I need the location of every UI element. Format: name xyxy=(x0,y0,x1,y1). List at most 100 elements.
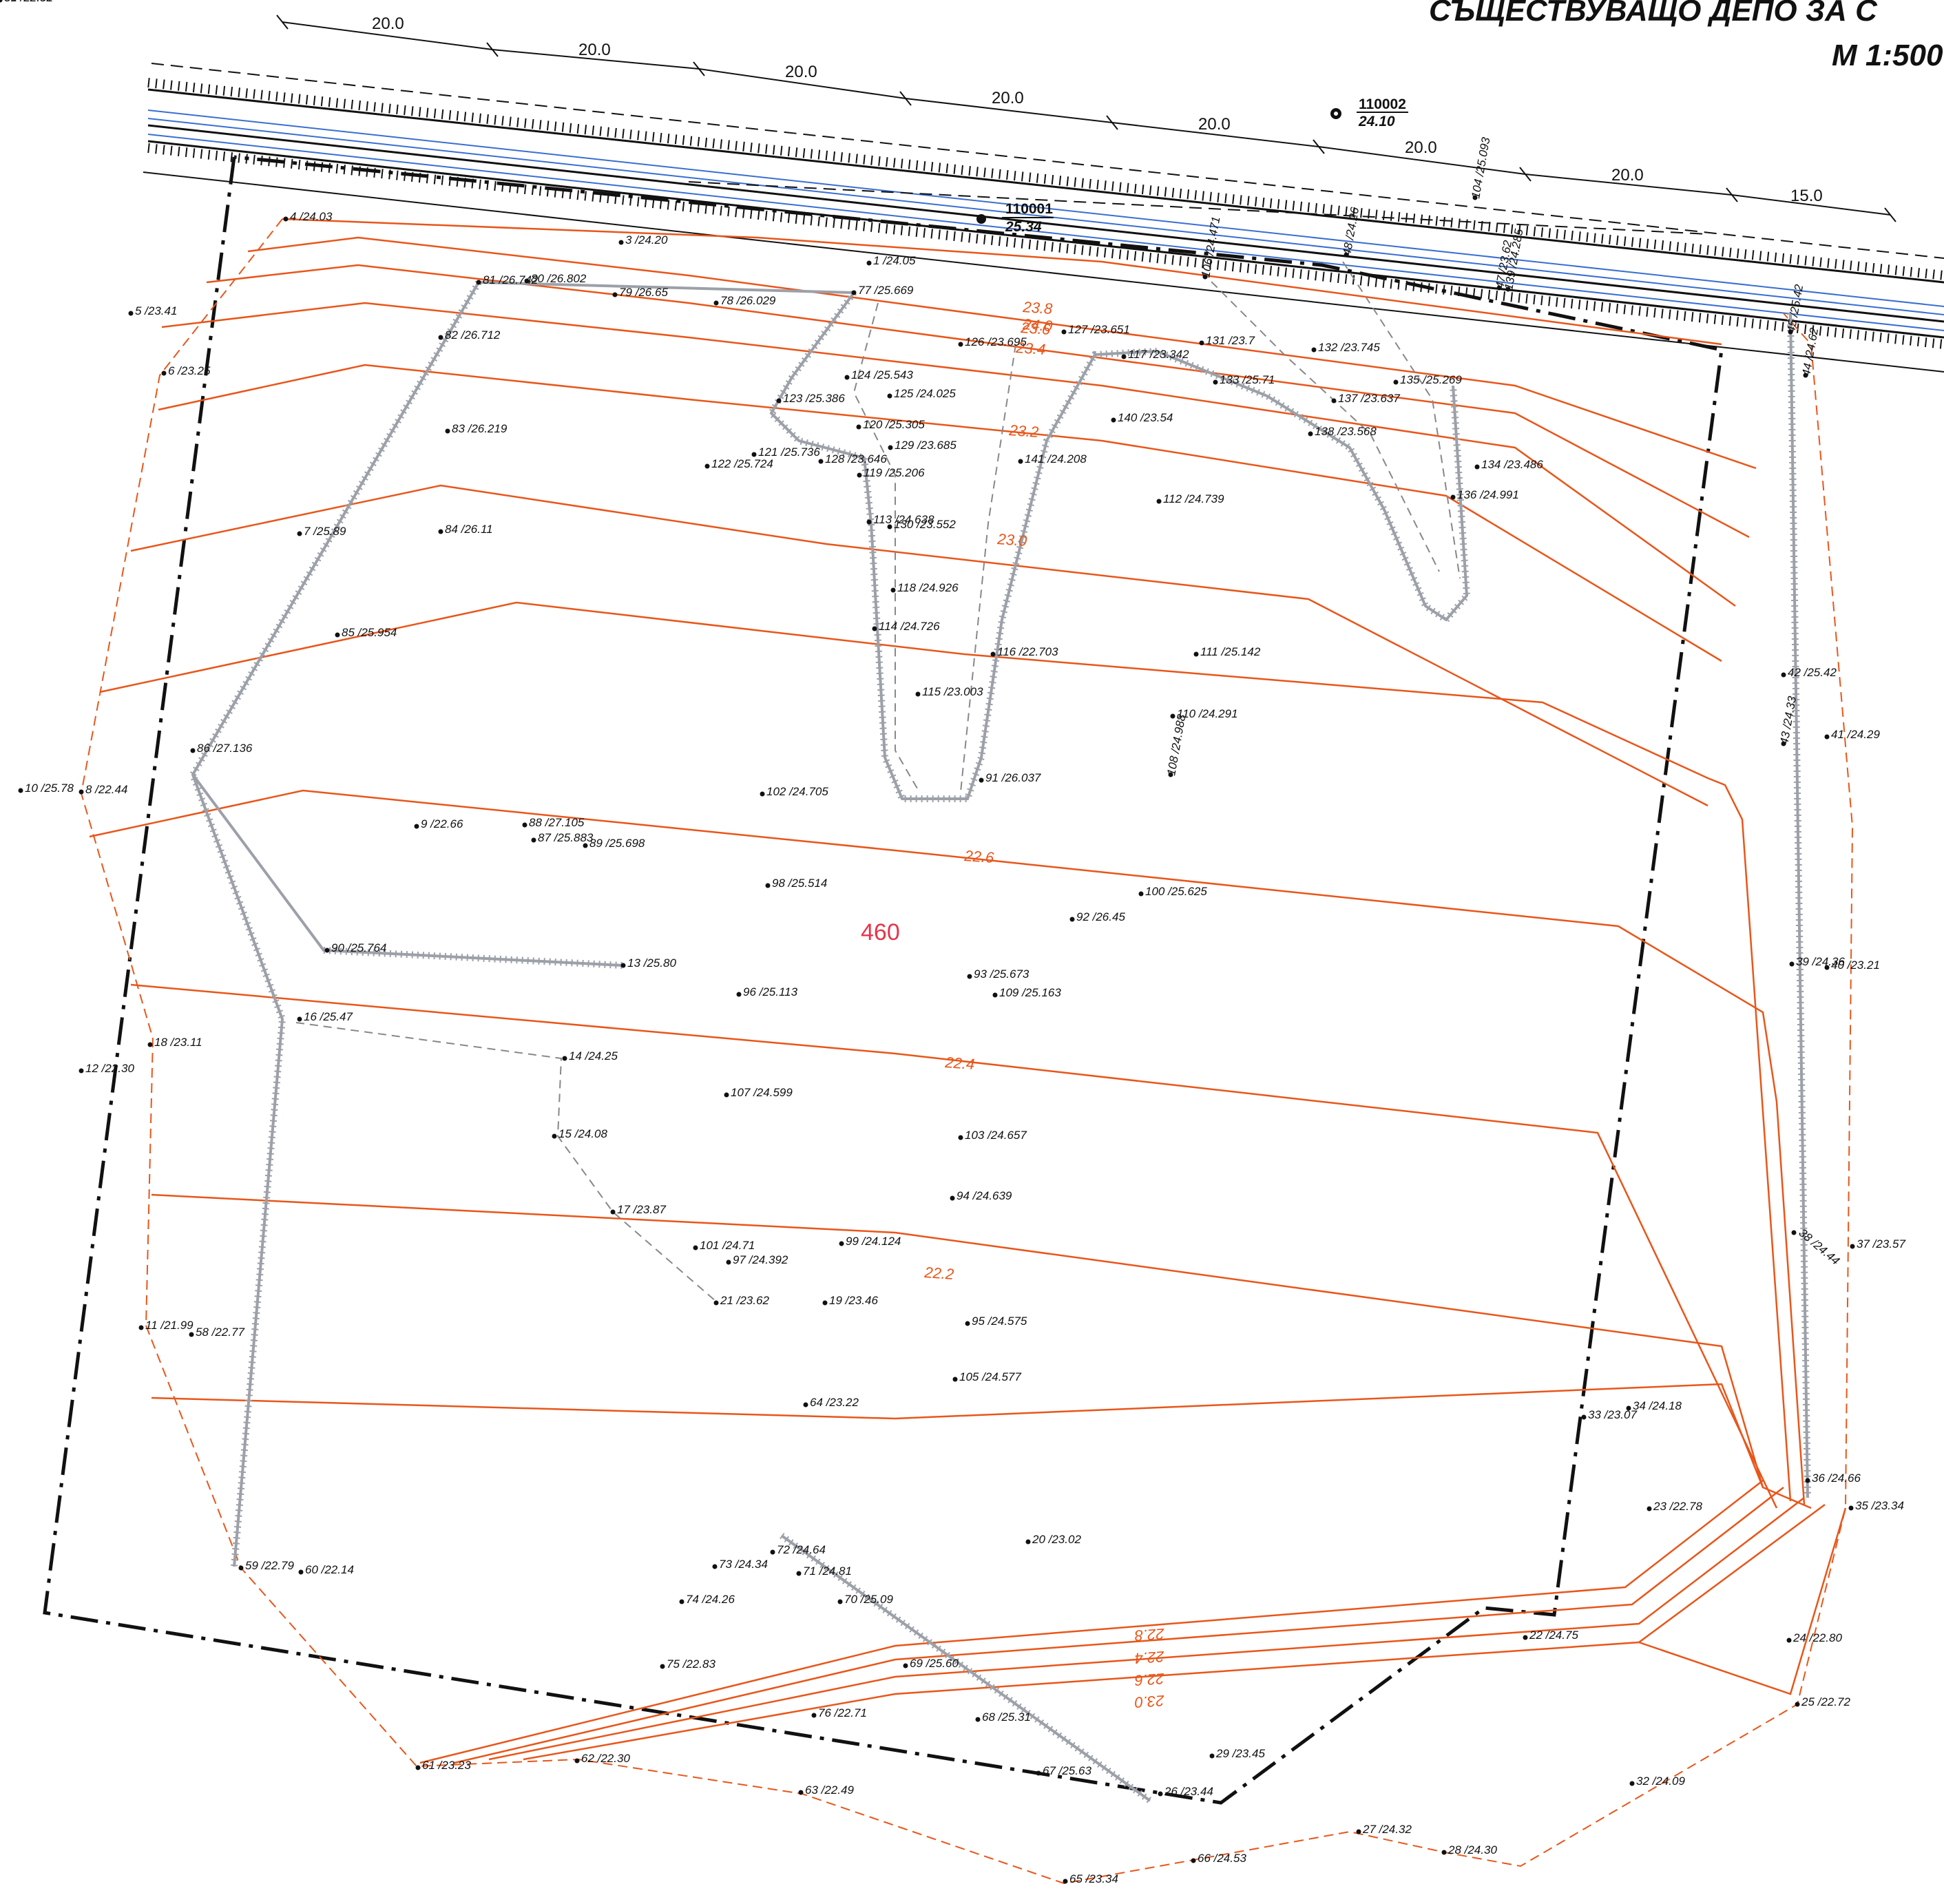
survey-point-dot xyxy=(1138,891,1144,897)
contour-label: 23.2 xyxy=(1008,421,1039,441)
contour-label: 22.6 xyxy=(1133,1670,1165,1689)
survey-point-dot xyxy=(574,1758,580,1764)
survey-point: 59 /22.79 xyxy=(238,1559,294,1572)
contour-labels: 24.0 23.8 23.6 23.4 23.2 23.0 22.6 22.4 … xyxy=(923,298,1166,1711)
survey-point-label: 9 /22.66 xyxy=(421,817,463,830)
survey-point: 73 /24.34 xyxy=(712,1558,768,1571)
survey-point: 102 /24.705 xyxy=(760,785,828,798)
survey-point-label: 94 /24.639 xyxy=(957,1189,1012,1202)
survey-point-dot xyxy=(1647,1506,1652,1511)
survey-point-dot xyxy=(18,788,23,793)
survey-point-label: 20 /23.02 xyxy=(1032,1533,1081,1546)
survey-point: 119 /25.206 xyxy=(857,466,925,479)
contour-label: 22.4 xyxy=(1134,1648,1165,1667)
survey-point: 85 /25.954 xyxy=(335,626,397,639)
survey-point: 83 /26.219 xyxy=(445,422,508,435)
survey-point: 18 /23.11 xyxy=(147,1036,202,1049)
survey-point-dot xyxy=(760,791,765,797)
survey-point: 101 /24.71 xyxy=(693,1239,755,1252)
survey-point: 7 /25.89 xyxy=(297,525,346,538)
survey-point-label: 22 /24.75 xyxy=(1529,1629,1578,1642)
survey-point-label: 86 /27.136 xyxy=(197,742,253,755)
survey-point-label: 13 /25.80 xyxy=(627,956,676,970)
survey-point-label: 31 /22.91 xyxy=(4,0,53,4)
survey-point-label: 134 /23.486 xyxy=(1481,458,1543,471)
survey-point: 91 /26.037 xyxy=(979,771,1041,784)
survey-point-label: 18 /23.11 xyxy=(154,1036,202,1049)
survey-point-dot xyxy=(531,837,536,843)
survey-point: 97 /24.392 xyxy=(726,1253,788,1266)
survey-point-label: 90 /25.764 xyxy=(331,941,386,954)
survey-point-dot xyxy=(1786,1638,1792,1643)
survey-point-label: 58 /22.77 xyxy=(196,1326,244,1339)
survey-point: 22 /24.75 xyxy=(1523,1629,1578,1642)
survey-point-dot xyxy=(1788,329,1793,335)
survey-point-label: 102 /24.705 xyxy=(766,785,828,798)
survey-point: 124 /25.543 xyxy=(844,368,913,381)
survey-point-dot xyxy=(776,398,782,404)
survey-point-label: 114 /24.726 xyxy=(879,620,940,633)
survey-point: 76 /22.71 xyxy=(811,1706,867,1719)
survey-point: 74 /24.26 xyxy=(679,1593,735,1606)
survey-point-label: 33 /23.07 xyxy=(1588,1408,1637,1421)
survey-point-dot xyxy=(297,531,302,536)
survey-point: 25 /22.72 xyxy=(1795,1695,1850,1708)
survey-point-label: 92 /26.45 xyxy=(1076,910,1125,923)
survey-point-label: 6 /23.25 xyxy=(168,364,211,377)
survey-point-dot xyxy=(1441,1850,1447,1855)
survey-point-dot xyxy=(736,992,742,997)
survey-point-label: 121 /25.736 xyxy=(758,446,820,459)
survey-point: 67 /25.63 xyxy=(1036,1764,1091,1777)
survey-point-label: 91 /26.037 xyxy=(985,771,1041,784)
survey-point-label: 93 /25.673 xyxy=(974,967,1030,981)
survey-point-dot xyxy=(724,1092,729,1098)
survey-point-label: 68 /25.31 xyxy=(982,1711,1031,1724)
survey-point-dot xyxy=(1824,965,1830,970)
survey-point-dot xyxy=(438,529,443,534)
survey-point: 93 /25.673 xyxy=(967,967,1030,981)
survey-point-label: 95 /24.575 xyxy=(972,1315,1027,1328)
dimension-label: 20.0 xyxy=(1405,138,1437,157)
survey-point-label: 130 /23.552 xyxy=(894,518,956,531)
survey-point: 134 /23.486 xyxy=(1474,458,1543,471)
survey-point-dot xyxy=(414,824,419,829)
survey-point: 15 /24.08 xyxy=(552,1127,607,1140)
survey-point-label: 32 /24.09 xyxy=(1636,1775,1685,1788)
survey-point-dot xyxy=(890,587,896,593)
survey-point-dot xyxy=(837,1599,843,1604)
survey-point: 130 /23.552 xyxy=(887,518,956,531)
survey-point-dot xyxy=(887,524,892,530)
survey-point: 115 /23.003 xyxy=(915,685,983,698)
survey-point-dot xyxy=(1213,379,1218,385)
survey-point-dot xyxy=(1523,1635,1528,1640)
survey-point: 72 /24.64 xyxy=(770,1543,826,1556)
survey-point-label: 117 /23.342 xyxy=(1128,348,1189,361)
survey-point: 129 /23.685 xyxy=(888,439,957,452)
survey-point-dot xyxy=(1069,917,1075,922)
survey-point-label: 73 /24.34 xyxy=(719,1558,768,1571)
survey-point: 98 /25.514 xyxy=(765,877,827,890)
survey-point-dot xyxy=(1505,286,1511,292)
survey-point: 137 /23.637 xyxy=(1331,392,1400,405)
survey-point-dot xyxy=(1581,1414,1587,1420)
survey-point: 89 /25.698 xyxy=(583,837,645,850)
survey-point-label: 16 /25.47 xyxy=(304,1010,353,1023)
dimension-labels: 20.0 20.0 20.0 20.0 20.0 20.0 20.0 15.0 xyxy=(372,14,1823,205)
survey-point-label: 69 /25.60 xyxy=(910,1657,959,1670)
survey-point: 140 /23.54 xyxy=(1111,411,1173,424)
survey-point: 19 /23.46 xyxy=(822,1294,878,1307)
survey-point-dot xyxy=(713,300,719,306)
benchmark-110001: 110001 25.34 xyxy=(976,201,1054,235)
survey-point: 17 /23.87 xyxy=(610,1203,666,1216)
survey-point: 70 /25.09 xyxy=(837,1593,893,1606)
road-corridor xyxy=(143,63,1944,373)
contour-label: 23.0 xyxy=(996,530,1028,550)
survey-point-dot xyxy=(147,1042,153,1047)
survey-point-dot xyxy=(1795,1702,1800,1707)
survey-point: 65 /23.34 xyxy=(1063,1872,1118,1885)
survey-point-dot xyxy=(1781,741,1786,746)
terrain-outline xyxy=(80,218,1854,1885)
survey-point-label: 115 /23.003 xyxy=(922,685,983,698)
survey-point: 90 /25.764 xyxy=(324,941,386,954)
survey-point-label: 105 /24.577 xyxy=(959,1370,1021,1383)
